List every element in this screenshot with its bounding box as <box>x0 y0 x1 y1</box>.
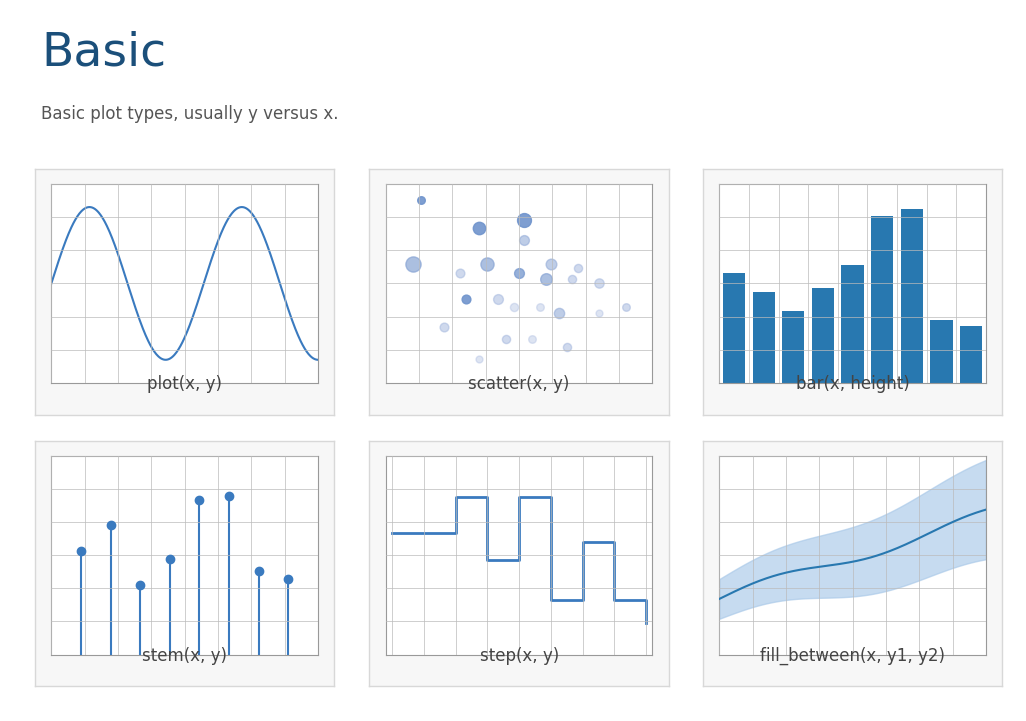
Bar <box>931 320 952 383</box>
Text: Basic: Basic <box>41 30 166 75</box>
Point <box>524 333 541 345</box>
Bar <box>723 273 745 383</box>
Text: fill_between(x, y1, y2): fill_between(x, y1, y2) <box>760 647 945 665</box>
Point <box>489 293 506 305</box>
Point <box>551 307 567 319</box>
Point <box>436 322 452 333</box>
Point <box>591 278 607 289</box>
Point <box>532 301 549 313</box>
Bar <box>871 216 894 383</box>
Bar <box>782 311 804 383</box>
Point <box>516 214 532 226</box>
Text: scatter(x, y): scatter(x, y) <box>469 375 569 393</box>
Text: step(x, y): step(x, y) <box>479 647 559 665</box>
Text: stem(x, y): stem(x, y) <box>143 647 227 665</box>
Bar <box>841 265 864 383</box>
Point <box>618 301 634 313</box>
Point <box>458 293 474 305</box>
Bar <box>812 288 834 383</box>
Text: plot(x, y): plot(x, y) <box>147 375 223 393</box>
Point <box>404 258 421 270</box>
Point <box>538 274 554 286</box>
Point <box>452 267 469 279</box>
Point <box>471 353 487 365</box>
Point <box>543 258 559 270</box>
Point <box>569 262 586 273</box>
Point <box>412 194 429 205</box>
Text: Basic plot types, usually y versus x.: Basic plot types, usually y versus x. <box>41 105 339 123</box>
Point <box>479 258 496 270</box>
Point <box>471 222 487 234</box>
Point <box>511 267 527 279</box>
Point <box>564 274 581 286</box>
Text: bar(x, height): bar(x, height) <box>796 375 909 393</box>
Bar <box>901 208 923 383</box>
Point <box>498 333 514 345</box>
Point <box>506 301 522 313</box>
Bar <box>753 292 775 383</box>
Bar <box>960 326 982 383</box>
Point <box>559 341 576 353</box>
Point <box>591 307 607 319</box>
Point <box>516 234 532 246</box>
